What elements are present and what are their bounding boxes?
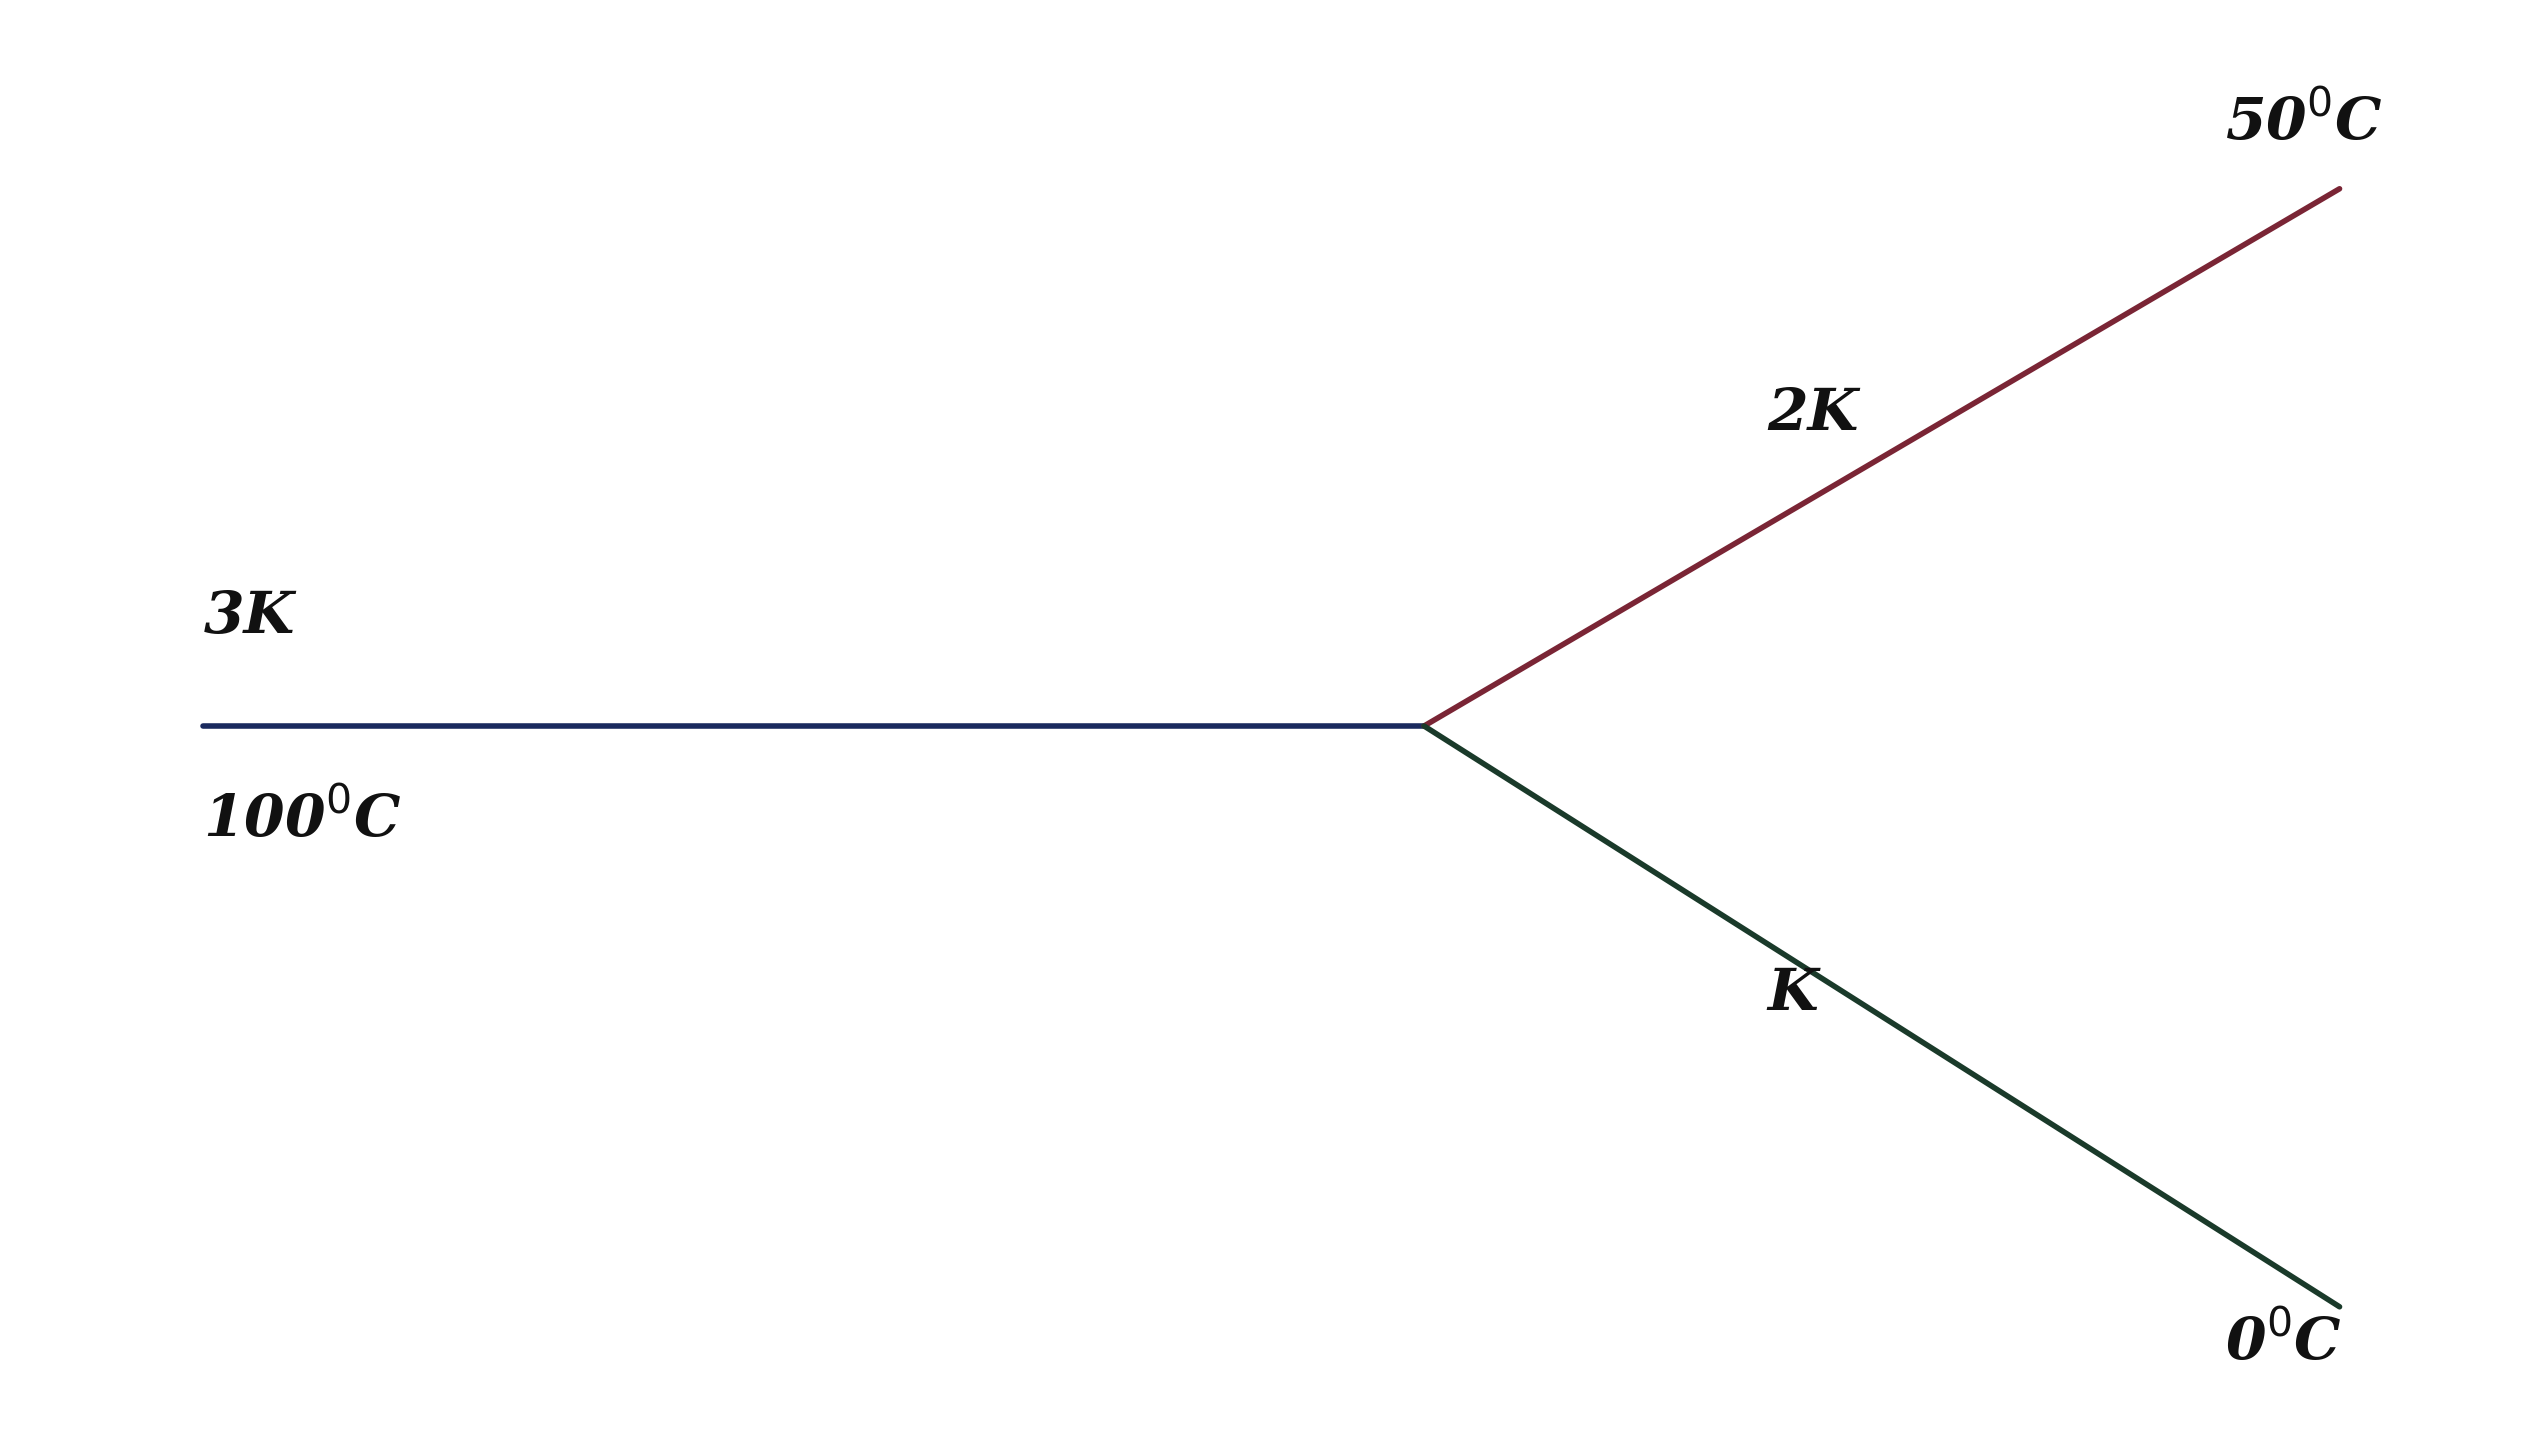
Text: 2K: 2K [1767,386,1859,441]
Text: K: K [1767,967,1818,1022]
Text: 0$^0$C: 0$^0$C [2225,1314,2342,1372]
Text: 100$^0$C: 100$^0$C [203,791,402,849]
Text: 50$^0$C: 50$^0$C [2225,94,2383,152]
Text: 3K: 3K [203,590,295,645]
